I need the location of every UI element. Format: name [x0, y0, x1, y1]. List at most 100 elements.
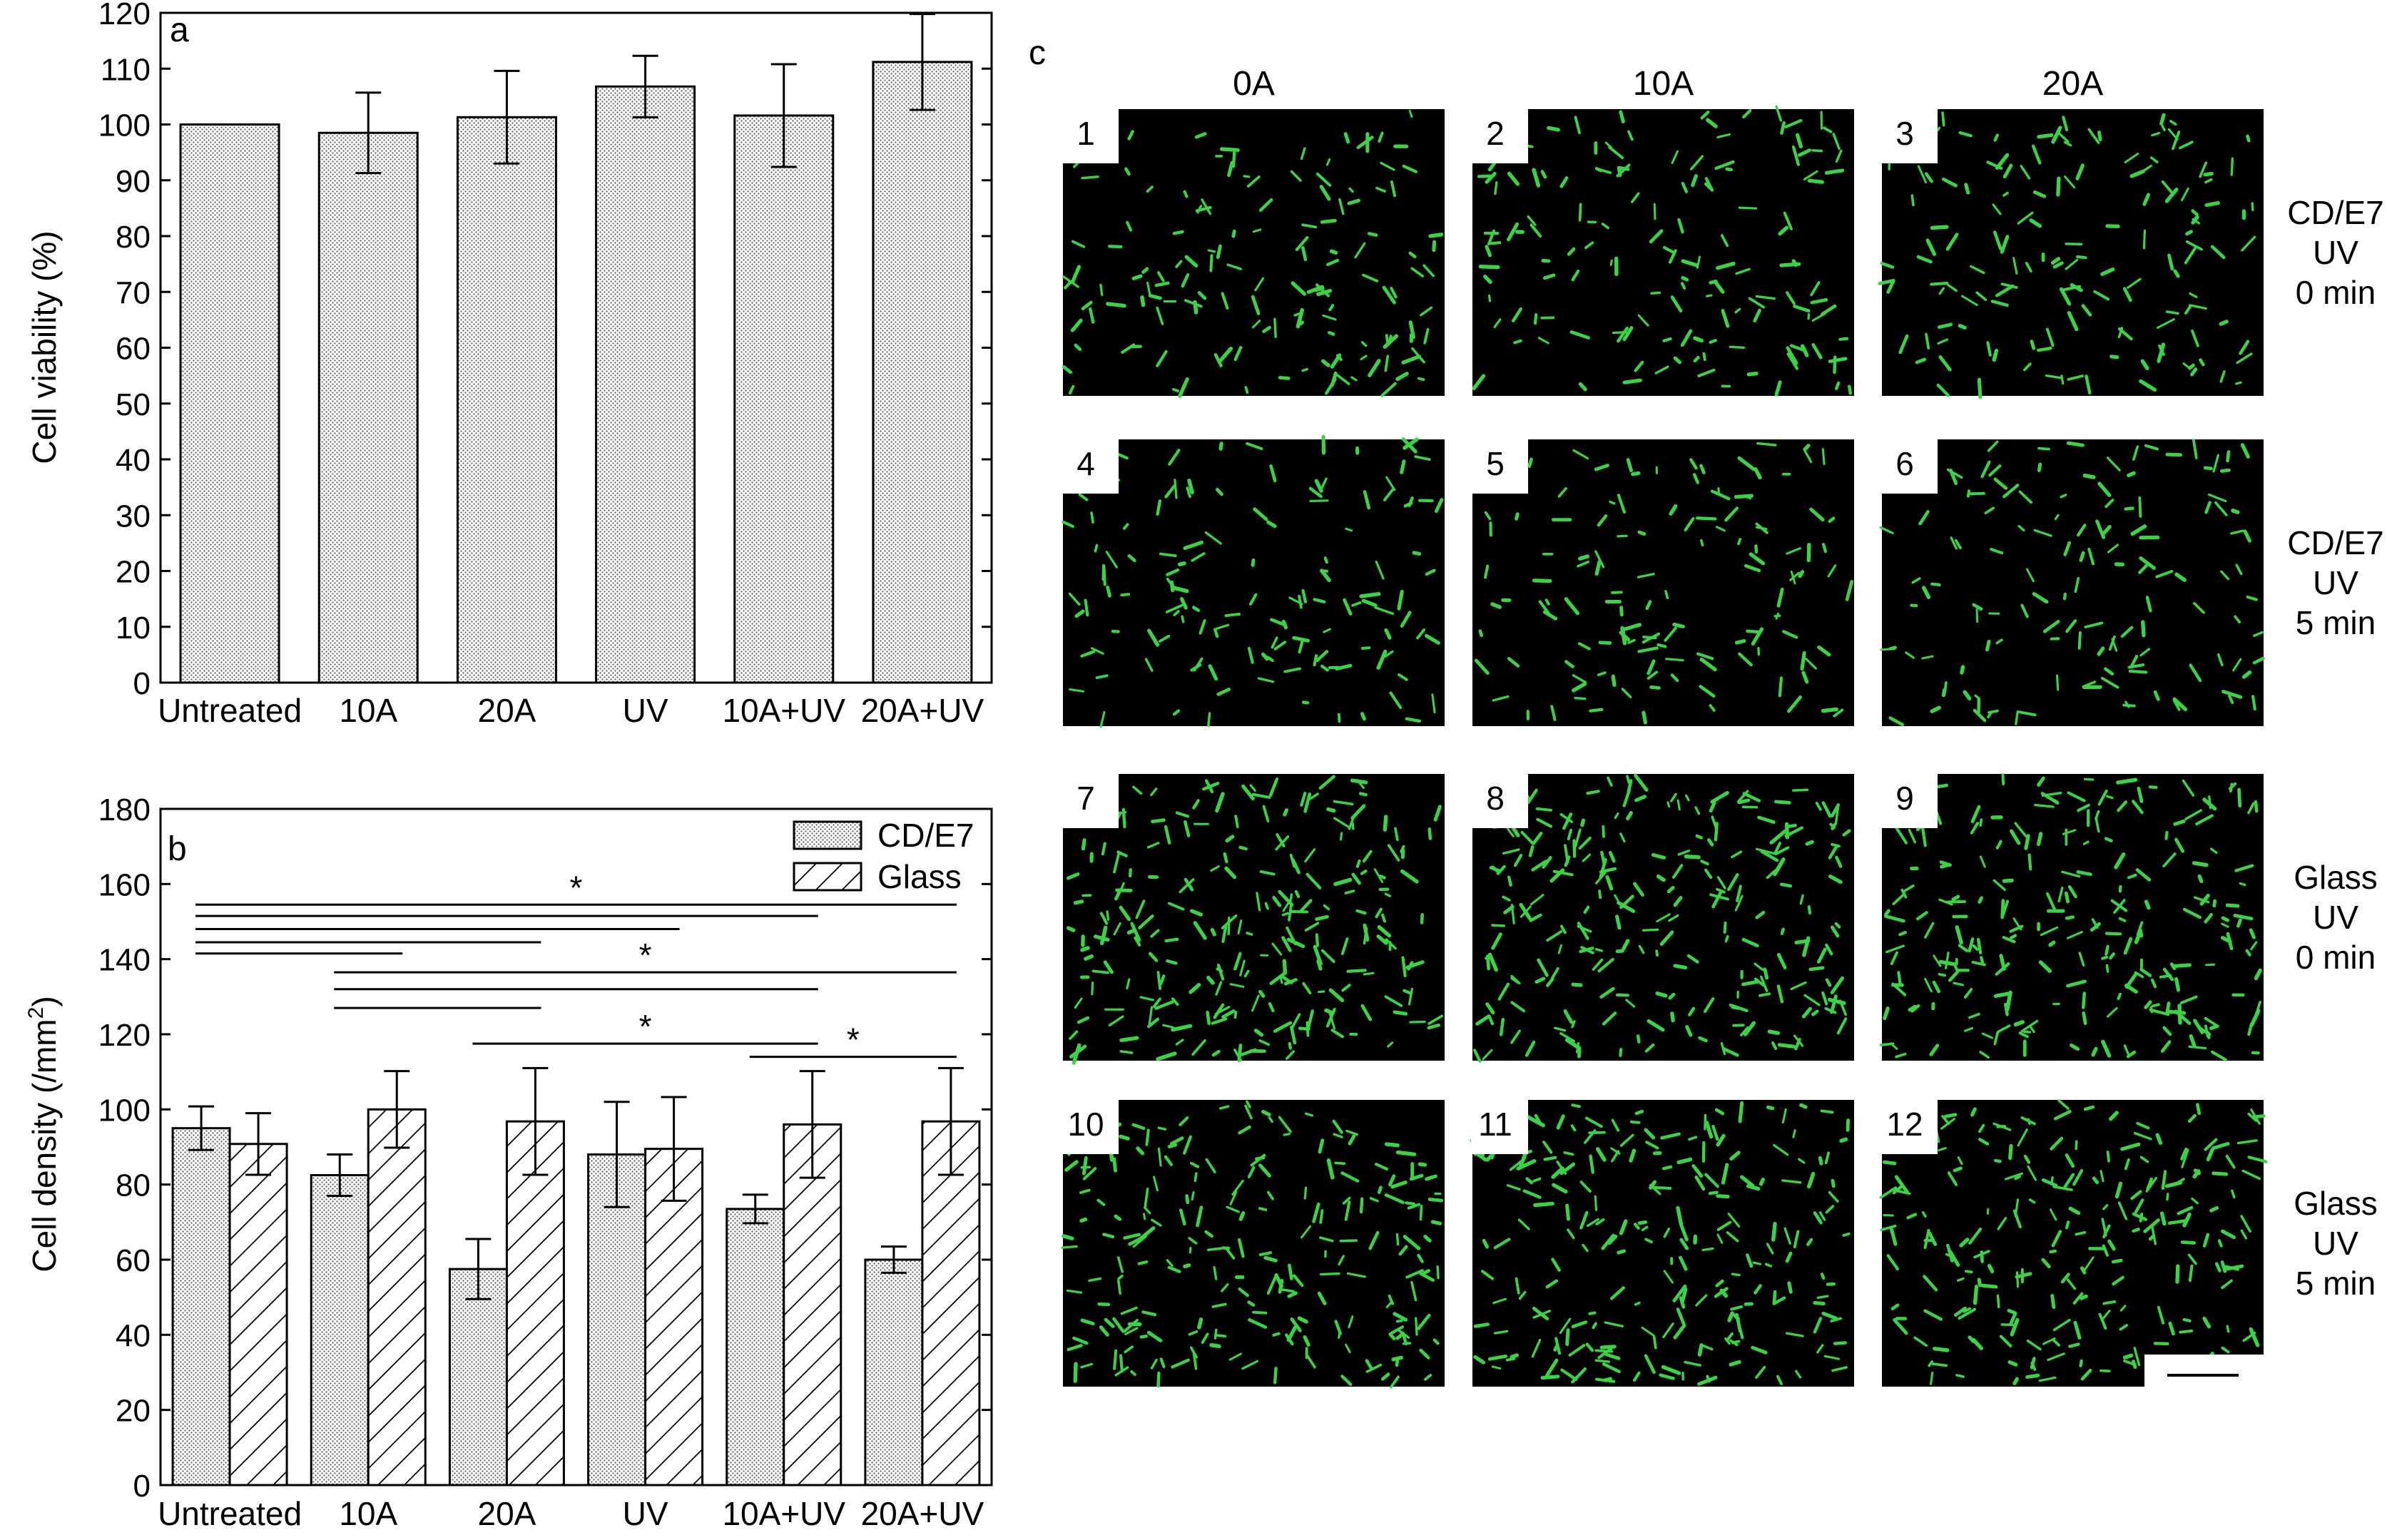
micrograph-tile-2: 2	[1471, 105, 1854, 397]
significance-star: *	[639, 1008, 652, 1045]
x-tick-label: 20A+UV	[861, 1495, 984, 1532]
y-tick-label: 100	[98, 108, 151, 143]
row-label-line: UV	[2313, 1225, 2358, 1262]
x-tick-label: 20A	[477, 1495, 536, 1532]
tile-number: 2	[1486, 115, 1505, 152]
row-label-line: 5 min	[2296, 1265, 2376, 1302]
row-label-line: Glass	[2294, 859, 2378, 896]
micrograph-tile-3: 3	[1878, 108, 2264, 399]
panel-a-y-axis-label: Cell viability (%)	[26, 230, 63, 464]
panel-b-y-axis-label: Cell density (/mm2)	[24, 996, 63, 1272]
micrograph-tile-9: 9	[1879, 772, 2264, 1061]
x-tick-label: Untreated	[158, 1495, 302, 1532]
row-label-line: CD/E7	[2287, 524, 2383, 561]
micrograph-tile-10: 10	[1061, 1098, 1445, 1389]
bar-Glass-UV	[644, 1148, 704, 1487]
x-tick-label: 10A	[339, 692, 397, 729]
bar-Glass-20A	[505, 1120, 565, 1487]
significance-star: *	[639, 937, 652, 974]
y-tick-label: 100	[98, 1093, 151, 1128]
y-tick-label: 120	[98, 0, 151, 31]
tile-number: 5	[1486, 445, 1505, 482]
column-header: 20A	[2042, 65, 2103, 103]
panel-b-frame	[159, 807, 993, 1487]
bar-Glass-Untreated	[228, 1143, 288, 1487]
scale-bar-inset	[2144, 1355, 2266, 1389]
legend-label-glass: Glass	[877, 858, 962, 895]
micrograph-tile-12: 12	[1879, 1098, 2268, 1387]
y-tick-label: 20	[116, 555, 151, 590]
y-tick-label: 40	[116, 443, 151, 478]
micrograph-tile-6: 6	[1879, 438, 2265, 727]
y-tick-label: 60	[116, 332, 151, 367]
bar-20A+UV	[872, 61, 973, 684]
bar-UV	[595, 85, 696, 684]
bar-10A	[317, 131, 419, 684]
row-label-line: UV	[2313, 234, 2358, 271]
bar-20A	[456, 116, 557, 684]
micrograph-tile-4: 4	[1062, 434, 1445, 728]
x-tick-label: 10A+UV	[722, 1495, 845, 1532]
y-tick-label: 180	[98, 792, 151, 827]
y-tick-label: 10	[116, 611, 151, 646]
x-tick-label: 10A	[339, 1495, 397, 1532]
panel-b-density-chart: b 0 20 40 60 80 100 120 140 160 180 * * * * Untreate…	[24, 792, 993, 1532]
tile-number: 8	[1486, 780, 1505, 817]
y-tick-label: 140	[98, 943, 151, 978]
column-header: 0A	[1233, 65, 1275, 103]
tile-number: 1	[1077, 115, 1095, 152]
y-tick-label: 160	[98, 867, 151, 902]
bar-Untreated	[179, 123, 280, 684]
y-tick-label: 80	[116, 1168, 151, 1203]
bar-CD/E7-10A	[310, 1174, 370, 1487]
y-tick-label: 90	[116, 164, 151, 199]
y-tick-label: 0	[133, 666, 151, 701]
tile-number: 9	[1895, 780, 1914, 817]
tile-number: 11	[1478, 1106, 1512, 1143]
tile-number: 3	[1895, 115, 1914, 152]
tile-number: 12	[1886, 1106, 1923, 1143]
y-tick-label: 80	[116, 220, 151, 255]
bar-CD/E7-Untreated	[171, 1127, 231, 1487]
row-label-line: CD/E7	[2287, 194, 2383, 231]
x-tick-label: 20A+UV	[861, 692, 984, 729]
significance-star: *	[847, 1021, 860, 1059]
legend-label-cdE7: CD/E7	[877, 817, 974, 854]
row-label-line: UV	[2313, 899, 2358, 936]
micrograph-tile-1: 1	[1062, 108, 1445, 398]
bar-CD/E7-20A	[448, 1268, 508, 1487]
panel-b-legend: CD/E7 Glass	[793, 817, 974, 895]
y-tick-label: 60	[116, 1243, 151, 1278]
x-tick-label: UV	[623, 692, 668, 729]
legend-swatch-cdE7	[793, 820, 862, 850]
x-tick-label: UV	[623, 1495, 668, 1532]
y-tick-label: 120	[98, 1018, 151, 1053]
row-label-line: 0 min	[2296, 274, 2376, 311]
micrograph-tile-11: 11	[1470, 1098, 1854, 1387]
x-tick-label: 10A+UV	[722, 692, 845, 729]
row-label-line: UV	[2313, 564, 2358, 601]
panel-a-frame	[159, 11, 993, 684]
significance-star: *	[570, 869, 583, 906]
tile-number: 6	[1895, 445, 1914, 482]
y-tick-label: 40	[116, 1318, 151, 1353]
tile-number: 4	[1077, 445, 1095, 482]
micrograph-tile-8: 8	[1471, 772, 1854, 1063]
y-tick-label: 20	[116, 1394, 151, 1429]
panel-b-label: b	[168, 830, 187, 868]
y-tick-label: 110	[101, 52, 151, 87]
panel-a-label: a	[170, 11, 189, 49]
panel-a-viability-chart: a 0 10 20 30 40 50 60 70 80 90 100 110 120 Untreated…	[26, 0, 993, 729]
bar-CD/E7-20A+UV	[864, 1258, 924, 1487]
column-header: 10A	[1633, 65, 1694, 103]
tile-number: 7	[1077, 780, 1095, 817]
bar-CD/E7-10A+UV	[726, 1208, 785, 1487]
row-label-line: 5 min	[2296, 604, 2376, 641]
panel-c-label: c	[1029, 34, 1046, 72]
bar-Glass-20A+UV	[921, 1120, 981, 1487]
micrograph-tile-7: 7	[1062, 772, 1445, 1065]
bar-Glass-10A	[367, 1108, 427, 1487]
micrograph-tile-5: 5	[1471, 438, 1854, 726]
